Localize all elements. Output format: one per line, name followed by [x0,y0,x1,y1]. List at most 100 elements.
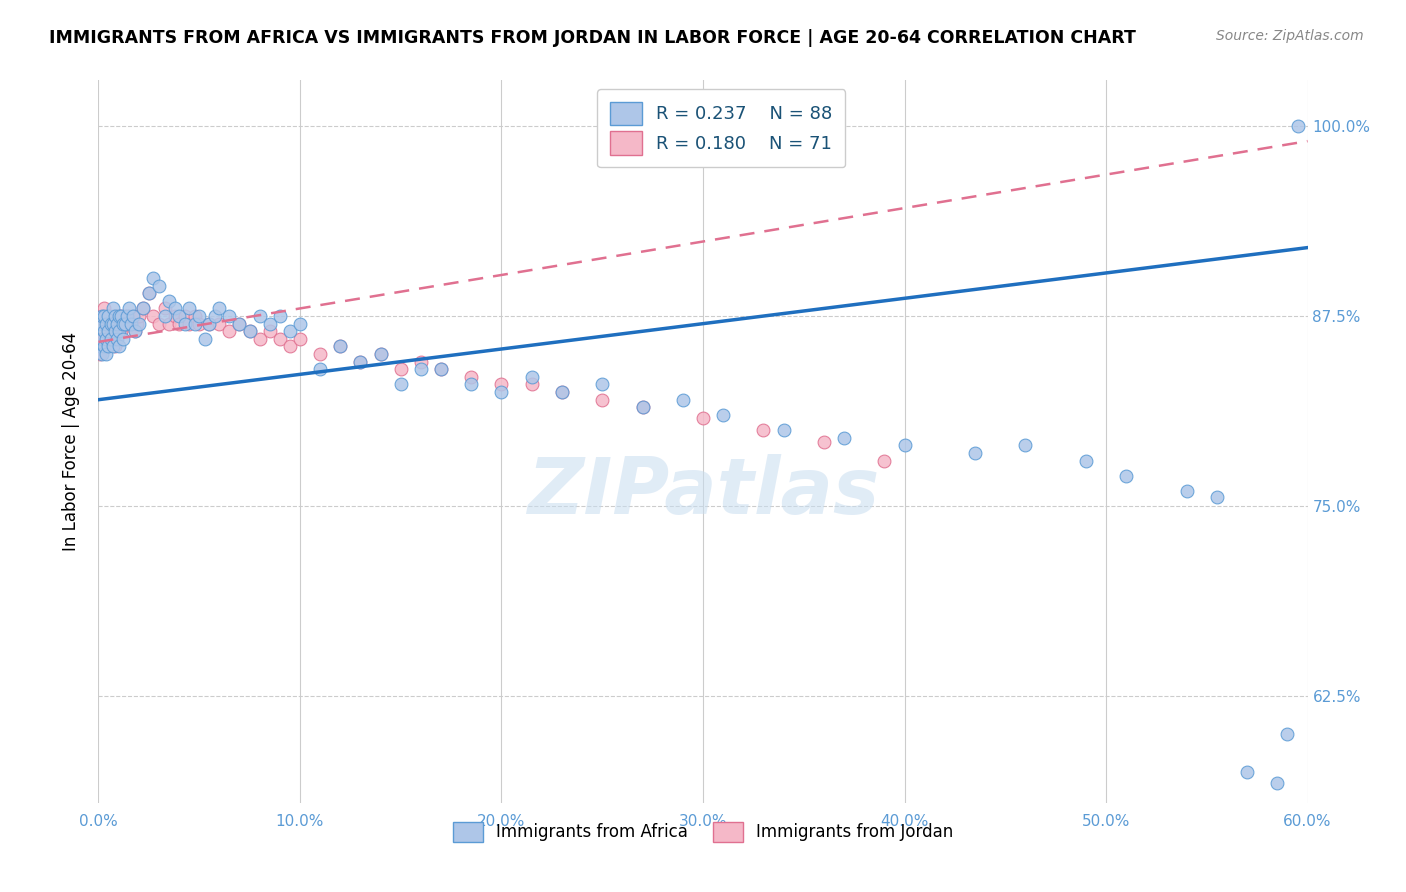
Point [97,339,120,353]
Point [91,309,114,323]
Point [409,354,432,368]
Point [103,339,125,353]
Point [91,347,114,361]
Point [198,317,221,331]
Point [96,347,118,361]
Point [430,362,453,376]
Point [148,278,170,293]
Point [711,408,734,422]
Point [184,309,207,323]
Point [121,309,143,323]
Point [551,385,574,400]
Point [97,324,120,338]
Point [132,301,155,316]
Point [107,339,129,353]
Point [174,317,197,331]
Point [1277,727,1299,741]
Point [259,324,281,338]
Point [163,309,186,323]
Point [89,347,111,361]
Point [89,317,111,331]
Point [1014,438,1036,452]
Point [228,317,250,331]
Point [208,301,231,316]
Point [101,317,124,331]
Point [692,411,714,425]
Point [218,324,240,338]
Point [124,324,146,338]
Point [349,354,371,368]
Point [288,332,311,346]
Point [142,271,165,285]
Point [752,423,775,437]
Point [520,370,543,384]
Legend: Immigrants from Africa, Immigrants from Jordan: Immigrants from Africa, Immigrants from … [446,815,960,848]
Point [105,309,128,323]
Point [278,339,301,353]
Point [107,324,129,338]
Point [329,339,352,353]
Point [813,435,835,450]
Point [188,309,211,323]
Point [153,309,176,323]
Point [249,309,271,323]
Point [91,332,114,346]
Point [389,377,412,392]
Point [100,317,122,331]
Point [96,339,118,353]
Point [672,392,695,407]
Point [110,309,132,323]
Point [101,339,124,353]
Point [93,324,115,338]
Point [218,309,240,323]
Point [269,309,291,323]
Point [114,317,136,331]
Text: IMMIGRANTS FROM AFRICA VS IMMIGRANTS FROM JORDAN IN LABOR FORCE | AGE 20-64 CORR: IMMIGRANTS FROM AFRICA VS IMMIGRANTS FRO… [49,29,1136,46]
Point [125,317,148,331]
Point [111,317,134,331]
Point [239,324,262,338]
Point [96,332,118,346]
Point [179,301,201,316]
Point [103,309,125,323]
Point [349,354,371,368]
Point [101,332,124,346]
Point [370,347,392,361]
Point [194,332,217,346]
Point [167,309,190,323]
Point [157,293,180,308]
Point [163,301,186,316]
Point [409,362,432,376]
Point [121,309,143,323]
Point [110,324,132,338]
Point [110,309,132,323]
Point [107,324,129,338]
Point [1175,483,1198,498]
Point [114,309,136,323]
Point [148,317,170,331]
Point [591,377,613,392]
Text: ZIPatlas: ZIPatlas [527,454,879,530]
Point [239,324,262,338]
Point [208,317,231,331]
Point [124,324,146,338]
Point [520,377,543,392]
Point [179,317,201,331]
Point [1286,119,1309,133]
Text: Source: ZipAtlas.com: Source: ZipAtlas.com [1216,29,1364,43]
Point [460,370,482,384]
Point [107,309,129,323]
Point [772,423,794,437]
Point [873,453,896,467]
Point [101,301,124,316]
Point [309,362,332,376]
Point [591,392,613,407]
Point [111,332,134,346]
Point [249,332,271,346]
Point [89,332,111,346]
Point [204,309,226,323]
Point [832,431,855,445]
Point [132,301,155,316]
Point [93,332,115,346]
Point [115,309,138,323]
